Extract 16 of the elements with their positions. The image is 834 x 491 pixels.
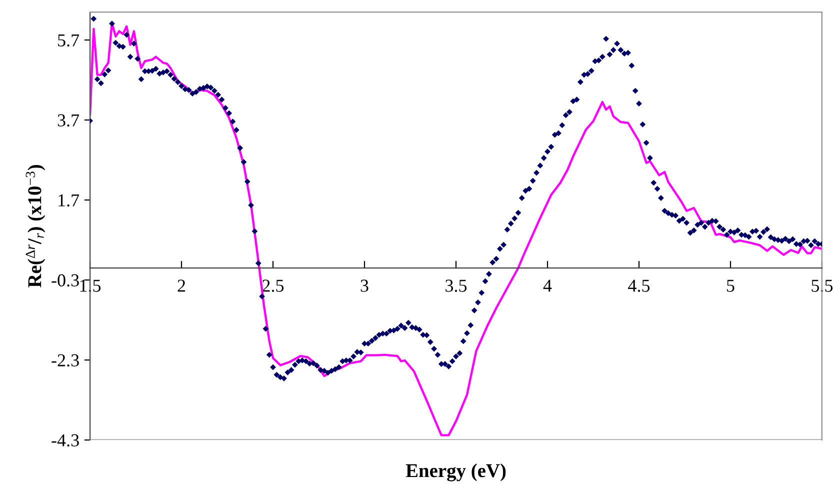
- x-tick-label: 2: [178, 280, 186, 292]
- y-axis-title: Re($^{Δr}$/$_{r}$) (x10$^{−3}$): [26, 165, 46, 288]
- x-tick-label: 4: [543, 280, 552, 292]
- x-tick-label: 3.5: [446, 280, 467, 292]
- y-tick-label: -4.3: [52, 434, 79, 447]
- x-tick-label: 5.5: [812, 280, 833, 292]
- x-tick-label: 3: [360, 280, 368, 292]
- y-tick-label: -0.3: [52, 274, 79, 287]
- x-axis-title: Energy (eV): [406, 464, 506, 482]
- x-tick-label: 2.5: [262, 280, 284, 292]
- x-tick-label: 5: [727, 280, 734, 292]
- y-tick-label: 5.7: [58, 34, 80, 47]
- y-tick-label: 1.7: [58, 194, 80, 207]
- y-tick-label: -2.3: [52, 354, 79, 367]
- x-tick-label: 4.5: [628, 280, 650, 292]
- y-tick-label: 3.7: [58, 114, 80, 127]
